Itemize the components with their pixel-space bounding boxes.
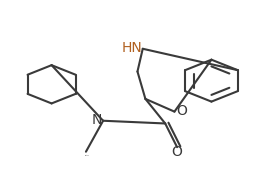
Text: methyl: methyl — [85, 155, 90, 156]
Text: O: O — [176, 104, 187, 118]
Text: HN: HN — [122, 41, 143, 55]
Text: O: O — [172, 145, 183, 159]
Text: N: N — [91, 113, 102, 127]
